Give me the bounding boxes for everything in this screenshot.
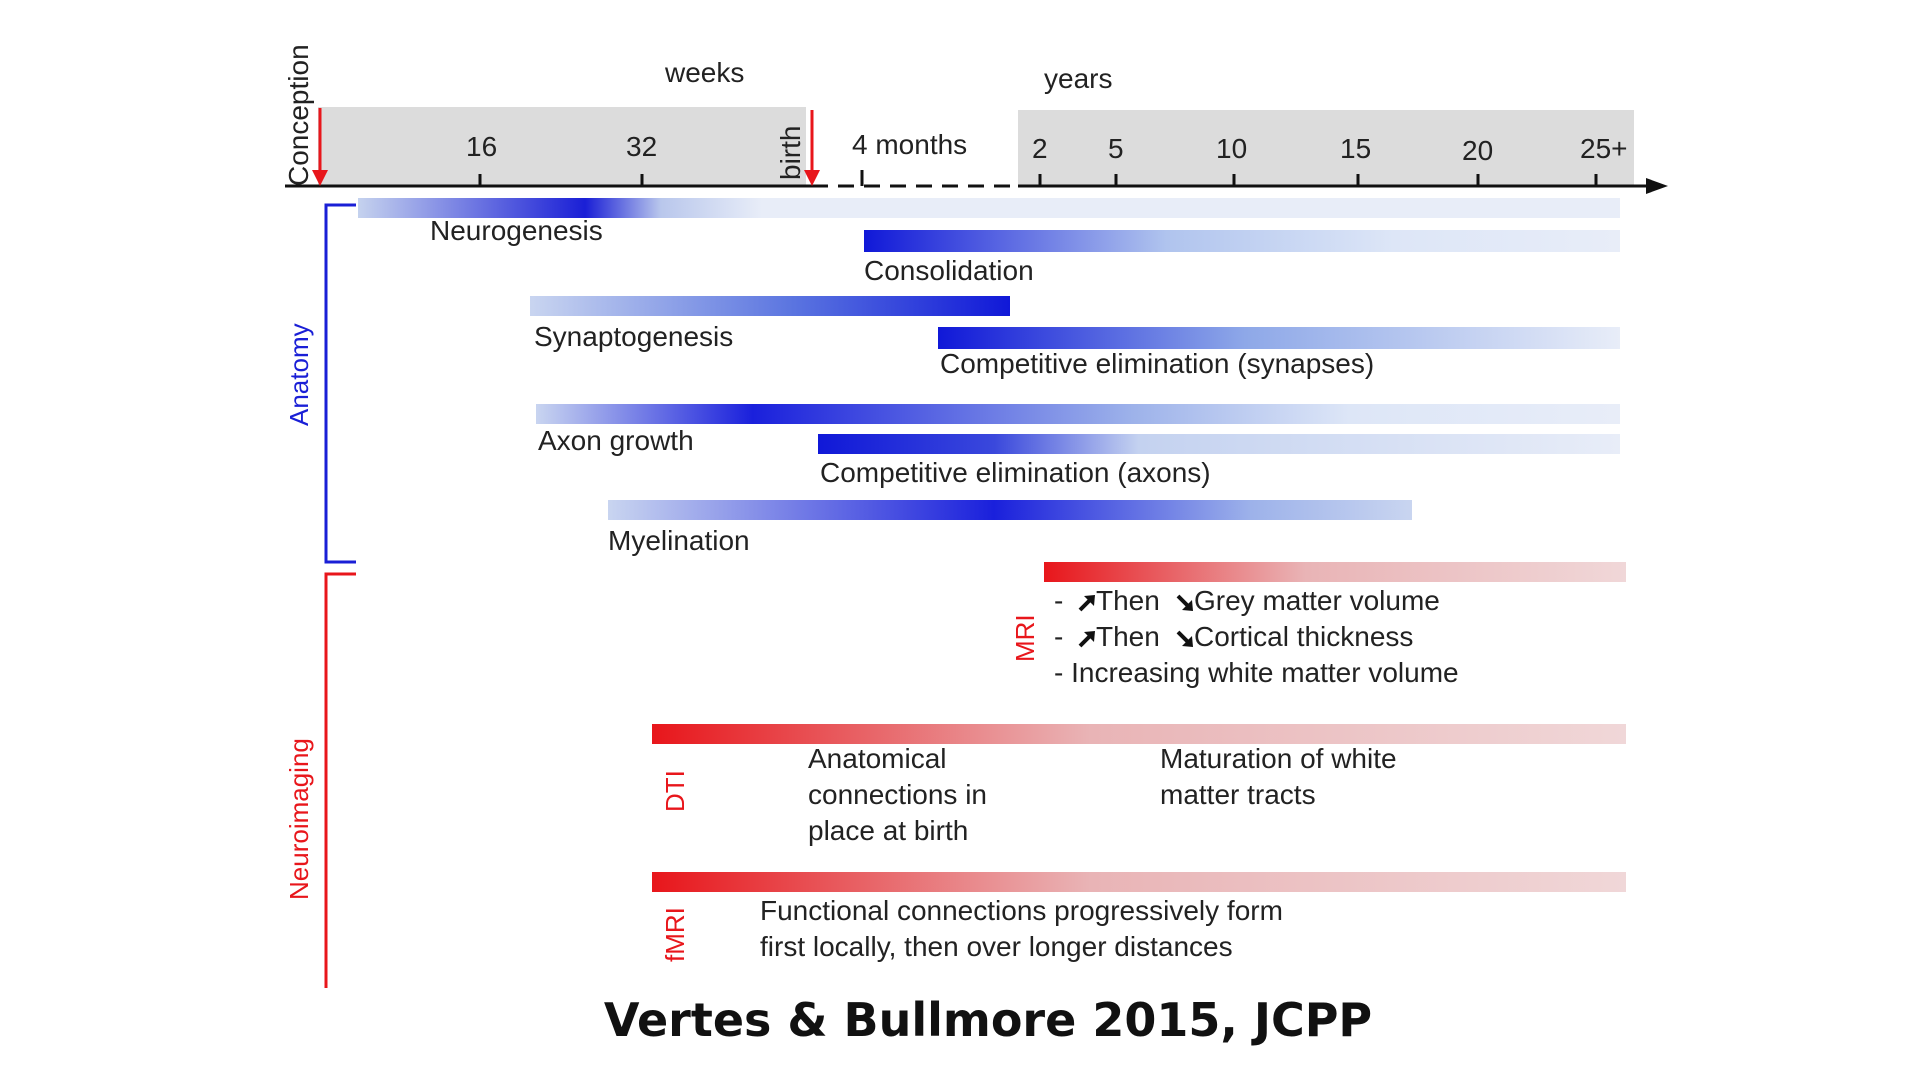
mri-item-2-then: Then — [1096, 621, 1160, 652]
year-tick-10: 10 — [1216, 133, 1247, 164]
fmri-text-2: first locally, then over longer distance… — [760, 931, 1233, 962]
red-down-arrow-icon — [312, 108, 328, 186]
competitive-elimination-axons-label: Competitive elimination (axons) — [820, 457, 1211, 488]
arrow-up-right-icon — [1078, 595, 1095, 612]
synaptogenesis-bar — [530, 296, 1010, 316]
dti-text-right-2: matter tracts — [1160, 779, 1316, 810]
mri-label: MRI — [1010, 614, 1040, 662]
arrow-down-right-icon — [1176, 594, 1193, 611]
dti-text-left-2: connections in — [808, 779, 987, 810]
neurogenesis-bar — [358, 198, 1620, 218]
myelination-label: Myelination — [608, 525, 750, 556]
year-tick-15: 15 — [1340, 133, 1371, 164]
week-tick-16: 16 — [466, 131, 497, 162]
fmri-section: fMRI Functional connections progressivel… — [652, 872, 1626, 962]
fmri-text-1: Functional connections progressively for… — [760, 895, 1283, 926]
competitive-elimination-synapses-label: Competitive elimination (synapses) — [940, 348, 1374, 379]
weeks-band — [318, 107, 806, 185]
competitive-elimination-synapses-bar — [938, 327, 1620, 349]
citation: Vertes & Bullmore 2015, JCPP — [604, 993, 1372, 1047]
arrow-down-right-icon — [1176, 630, 1193, 647]
year-tick-20: 20 — [1462, 135, 1493, 166]
synaptogenesis-label: Synaptogenesis — [534, 321, 733, 352]
year-tick-2: 2 — [1032, 133, 1048, 164]
weeks-unit-label: weeks — [664, 57, 744, 88]
mri-item-2-prefix: - — [1054, 621, 1063, 652]
mri-bar — [1044, 562, 1626, 582]
years-unit-label: years — [1044, 63, 1112, 94]
mri-section: MRI - Then Grey matter volume - Then Cor… — [1010, 562, 1626, 688]
dti-section: DTI Anatomical connections in place at b… — [652, 724, 1626, 846]
months-tick-label: 4 months — [852, 129, 967, 160]
year-tick-5: 5 — [1108, 133, 1124, 164]
neuroimaging-group-label: Neuroimaging — [284, 738, 314, 900]
birth-label: birth — [775, 126, 806, 180]
mri-item-1-rest: Grey matter volume — [1194, 585, 1440, 616]
arrow-up-right-icon — [1078, 631, 1095, 648]
fmri-bar — [652, 872, 1626, 892]
competitive-elimination-axons-bar — [818, 434, 1620, 454]
neurogenesis-label: Neurogenesis — [430, 215, 603, 246]
year-tick-25plus: 25+ — [1580, 133, 1628, 164]
fmri-label: fMRI — [660, 907, 690, 962]
years-band — [1018, 110, 1634, 185]
dti-text-left-1: Anatomical — [808, 743, 947, 774]
mri-item-2-rest: Cortical thickness — [1194, 621, 1413, 652]
mri-item-3: - Increasing white matter volume — [1054, 657, 1459, 688]
mri-item-1-prefix: - — [1054, 585, 1063, 616]
dti-text-left-3: place at birth — [808, 815, 968, 846]
axis-arrow-head — [1646, 178, 1668, 194]
timeline-axis: Conception weeks 16 32 birth 4 months ye… — [283, 44, 1668, 194]
red-down-arrow-icon — [804, 110, 820, 186]
conception-label: Conception — [283, 44, 314, 186]
axon-growth-bar — [536, 404, 1620, 424]
axon-growth-label: Axon growth — [538, 425, 694, 456]
dti-text-right-1: Maturation of white — [1160, 743, 1397, 774]
tick-marks — [478, 170, 1598, 186]
anatomy-bracket: Anatomy — [284, 203, 356, 564]
consolidation-label: Consolidation — [864, 255, 1034, 286]
myelination-bar — [608, 500, 1412, 520]
anatomy-group-label: Anatomy — [284, 323, 314, 426]
consolidation-bar — [864, 230, 1620, 252]
dti-label: DTI — [660, 770, 690, 812]
neuroimaging-bracket: Neuroimaging — [284, 572, 356, 988]
week-tick-32: 32 — [626, 131, 657, 162]
anatomy-bars: Neurogenesis Consolidation Synaptogenesi… — [358, 198, 1620, 556]
mri-item-1-then: Then — [1096, 585, 1160, 616]
dti-bar — [652, 724, 1626, 744]
